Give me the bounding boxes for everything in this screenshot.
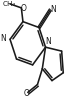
Text: N: N [45, 37, 51, 46]
Text: CH₃: CH₃ [3, 1, 16, 7]
Text: O: O [23, 89, 29, 98]
Text: O: O [21, 4, 27, 13]
Text: N: N [1, 34, 6, 43]
Text: N: N [51, 5, 56, 14]
